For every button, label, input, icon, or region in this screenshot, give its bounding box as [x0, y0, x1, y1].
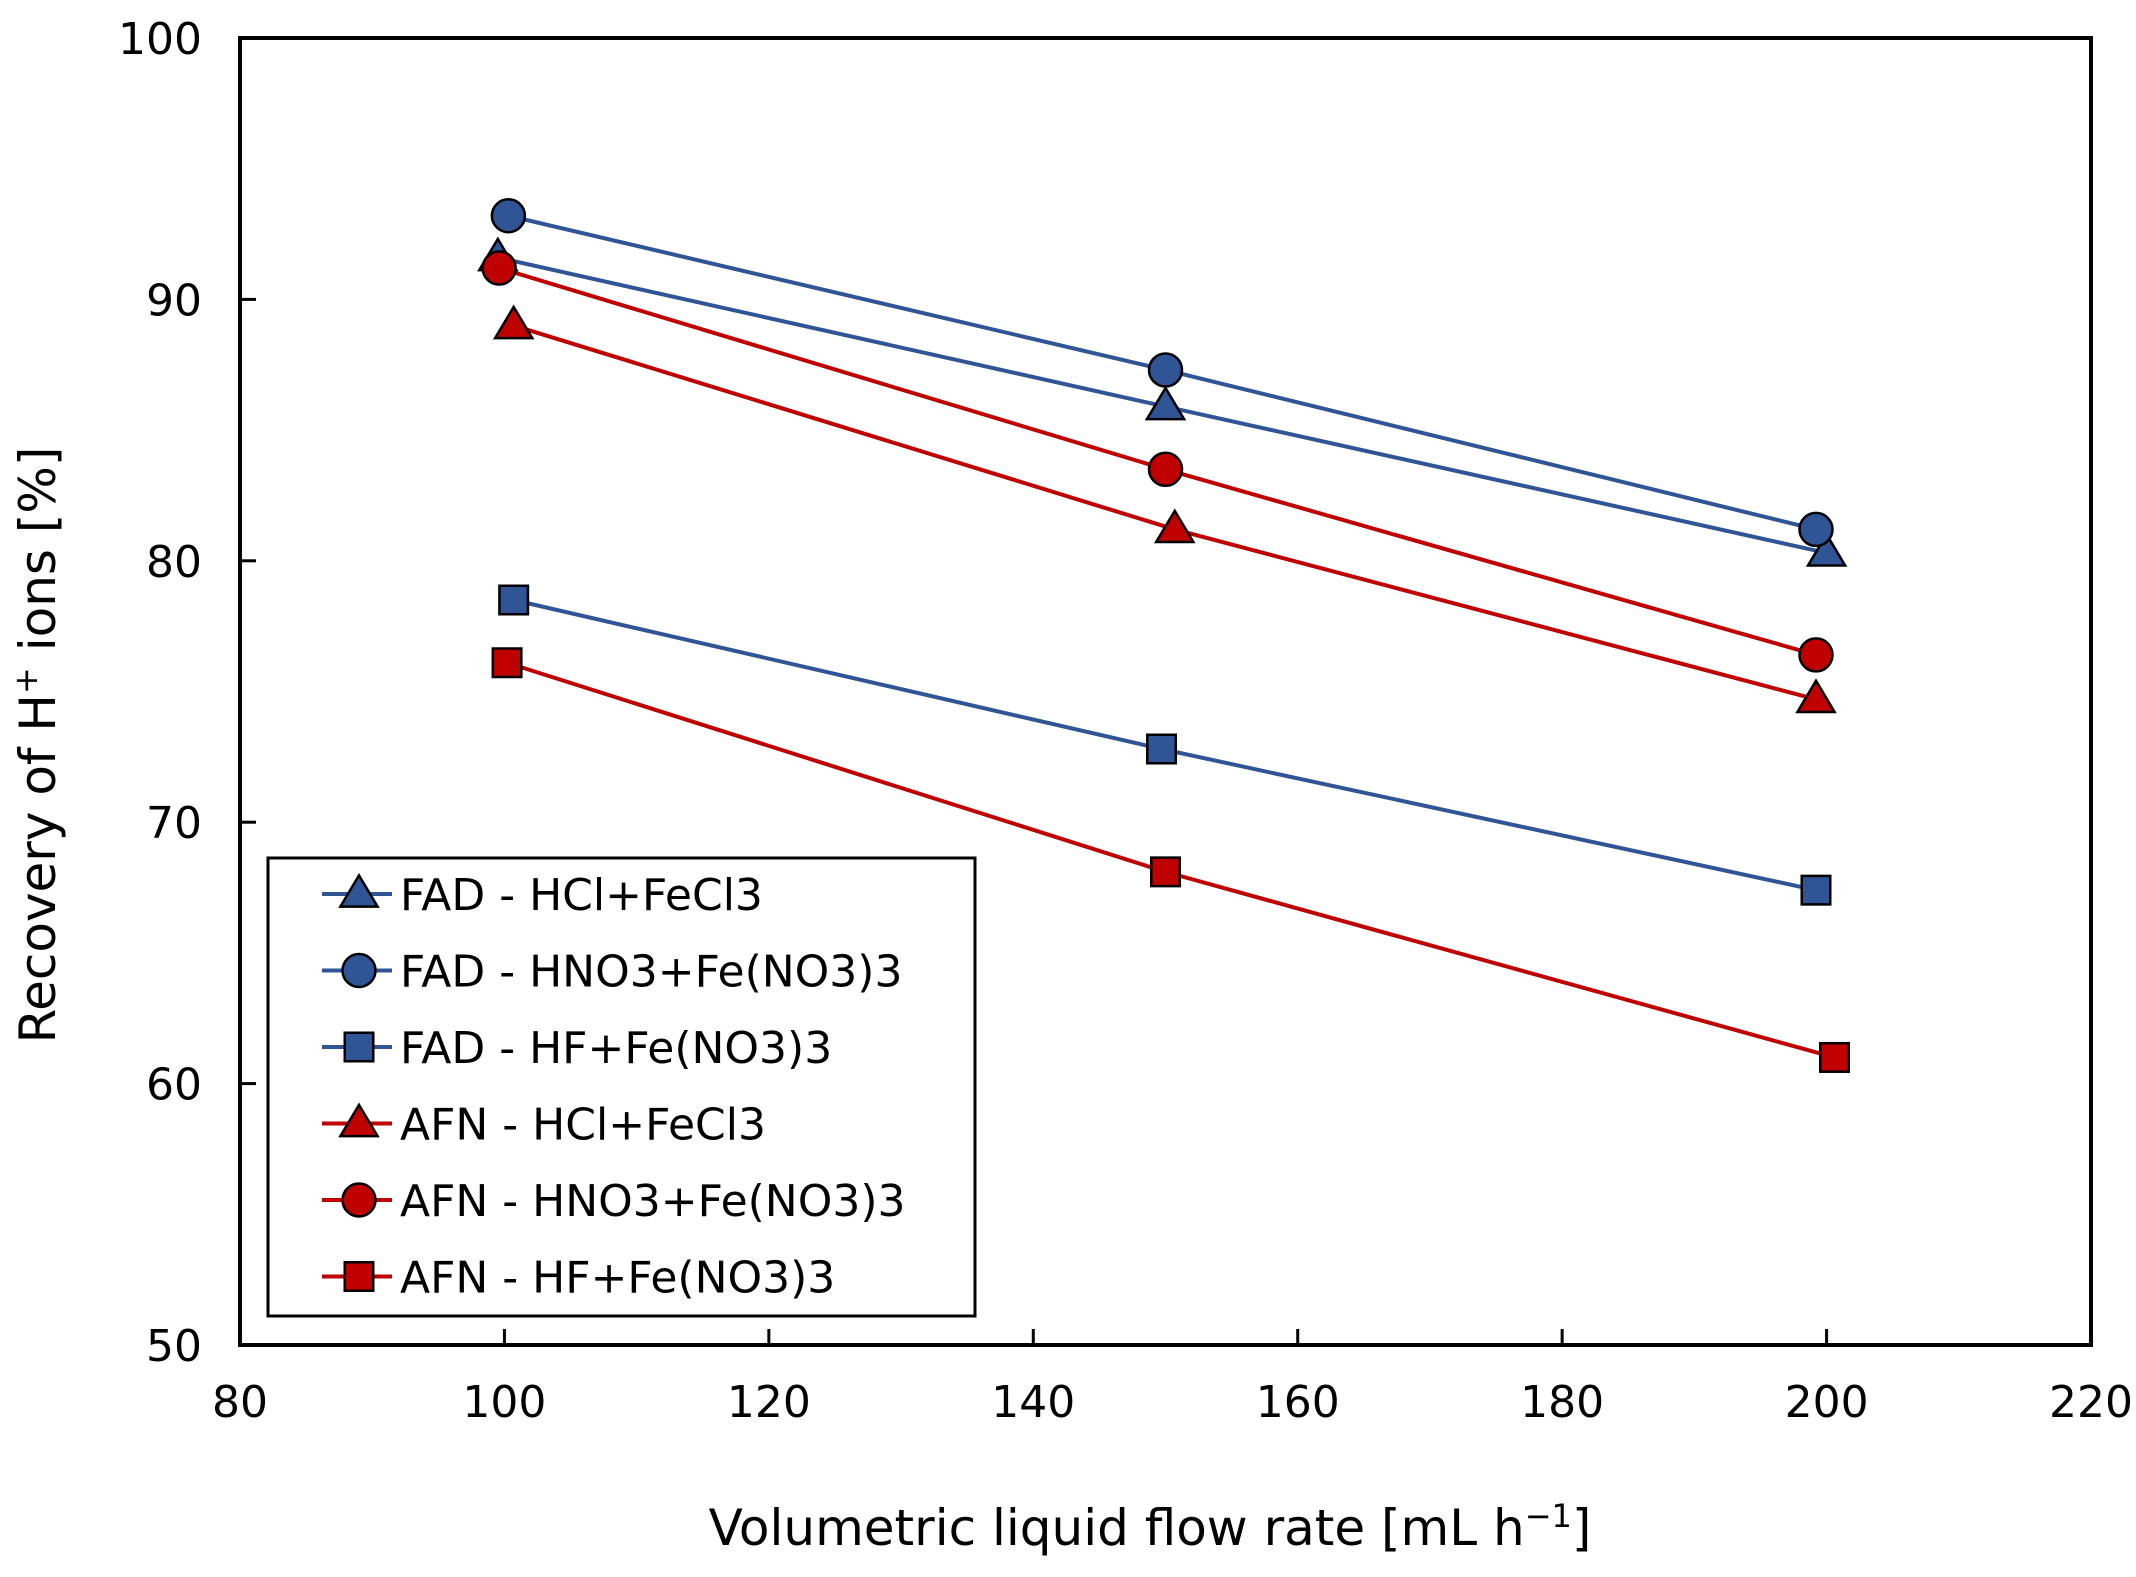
data-point-triangle — [1805, 531, 1848, 567]
data-point-circle — [1798, 511, 1834, 548]
legend-box — [266, 856, 977, 1318]
x-tick-label: 180 — [1520, 1377, 1604, 1428]
series-5 — [491, 647, 1851, 1073]
x-tick-label: 160 — [1256, 1377, 1340, 1428]
x-tick-label: 200 — [1785, 1377, 1869, 1428]
y-tick-label: 60 — [146, 1060, 202, 1111]
legend-marker-circle — [341, 1182, 377, 1218]
data-point-triangle — [1144, 385, 1187, 421]
y-tick-label: 80 — [146, 537, 202, 588]
data-point-circle — [1147, 451, 1184, 488]
data-point-circle — [1798, 637, 1834, 673]
x-axis-label-sup: −1 — [1525, 1497, 1572, 1535]
y-tick-label: 50 — [146, 1321, 202, 1372]
legend-marker-square — [343, 1031, 375, 1063]
x-tick-label: 140 — [991, 1377, 1075, 1428]
series-1 — [490, 198, 1834, 548]
data-point-circle — [1147, 352, 1184, 388]
legend-entry: AFN - HNO3+Fe(NO3)3 — [322, 1176, 906, 1227]
data-point-triangle — [1795, 678, 1837, 714]
x-tick-label: 220 — [2049, 1377, 2133, 1428]
y-axis-label-end: ions [%] — [9, 447, 67, 668]
data-point-square — [491, 647, 523, 679]
legend-entry: FAD - HCl+FeCl3 — [322, 870, 763, 921]
data-point-triangle — [1153, 508, 1196, 544]
legend-label: FAD - HF+Fe(NO3)3 — [400, 1023, 832, 1074]
legend-entry: AFN - HCl+FeCl3 — [322, 1100, 766, 1151]
legend-label: AFN - HF+Fe(NO3)3 — [400, 1253, 835, 1304]
x-axis-label-main: Volumetric liquid flow rate [mL h — [709, 1499, 1525, 1557]
y-axis-label: Recovery of H+ ions [%] — [7, 447, 67, 1044]
legend-label: FAD - HCl+FeCl3 — [400, 870, 763, 921]
legend-marker-triangle — [338, 872, 380, 908]
y-axis-label-sup: + — [7, 667, 45, 694]
data-point-circle — [481, 250, 517, 286]
y-tick-label: 100 — [118, 14, 202, 65]
y-tick-label: 70 — [146, 798, 202, 849]
data-point-square — [1800, 874, 1832, 906]
data-point-triangle — [492, 304, 535, 340]
series-2 — [498, 584, 1832, 906]
series-3 — [492, 304, 1837, 714]
ticks-layer: 80 100 120 140 160 180 200 220 50 60 70 80 90 100 — [118, 14, 2133, 1428]
series-0 — [477, 236, 1848, 567]
data-point-square — [498, 584, 530, 616]
data-point-circle — [490, 198, 527, 234]
legend-entry: FAD - HF+Fe(NO3)3 — [322, 1023, 832, 1074]
x-axis-label-end: ] — [1572, 1499, 1592, 1557]
legend-entry: AFN - HF+Fe(NO3)3 — [322, 1253, 835, 1304]
x-axis-label: Volumetric liquid flow rate [mL h−1] — [709, 1497, 1592, 1557]
series-4 — [481, 250, 1834, 673]
legend-entries: FAD - HCl+FeCl3 FAD - HNO3+Fe(NO3)3 FAD - … — [322, 870, 906, 1304]
legend-label: FAD - HNO3+Fe(NO3)3 — [400, 947, 902, 998]
plot-area-frame — [238, 36, 2093, 1347]
y-tick-label: 90 — [146, 275, 202, 326]
legend-marker-triangle — [338, 1102, 380, 1138]
x-tick-label: 100 — [462, 1377, 546, 1428]
series-layer — [477, 198, 1851, 1073]
legend-marker-circle — [341, 952, 377, 989]
legend-label: AFN - HNO3+Fe(NO3)3 — [400, 1176, 906, 1227]
legend: FAD - HCl+FeCl3 FAD - HNO3+Fe(NO3)3 FAD - … — [266, 856, 977, 1318]
y-axis-label-main: Recovery of H — [9, 694, 67, 1043]
data-point-square — [1819, 1041, 1851, 1073]
x-tick-label: 80 — [212, 1377, 268, 1428]
data-point-square — [1150, 856, 1181, 888]
x-tick-label: 120 — [727, 1377, 811, 1428]
legend-entry: FAD - HNO3+Fe(NO3)3 — [322, 947, 902, 998]
legend-label: AFN - HCl+FeCl3 — [400, 1100, 766, 1151]
legend-marker-square — [343, 1261, 375, 1292]
data-point-square — [1146, 733, 1178, 765]
